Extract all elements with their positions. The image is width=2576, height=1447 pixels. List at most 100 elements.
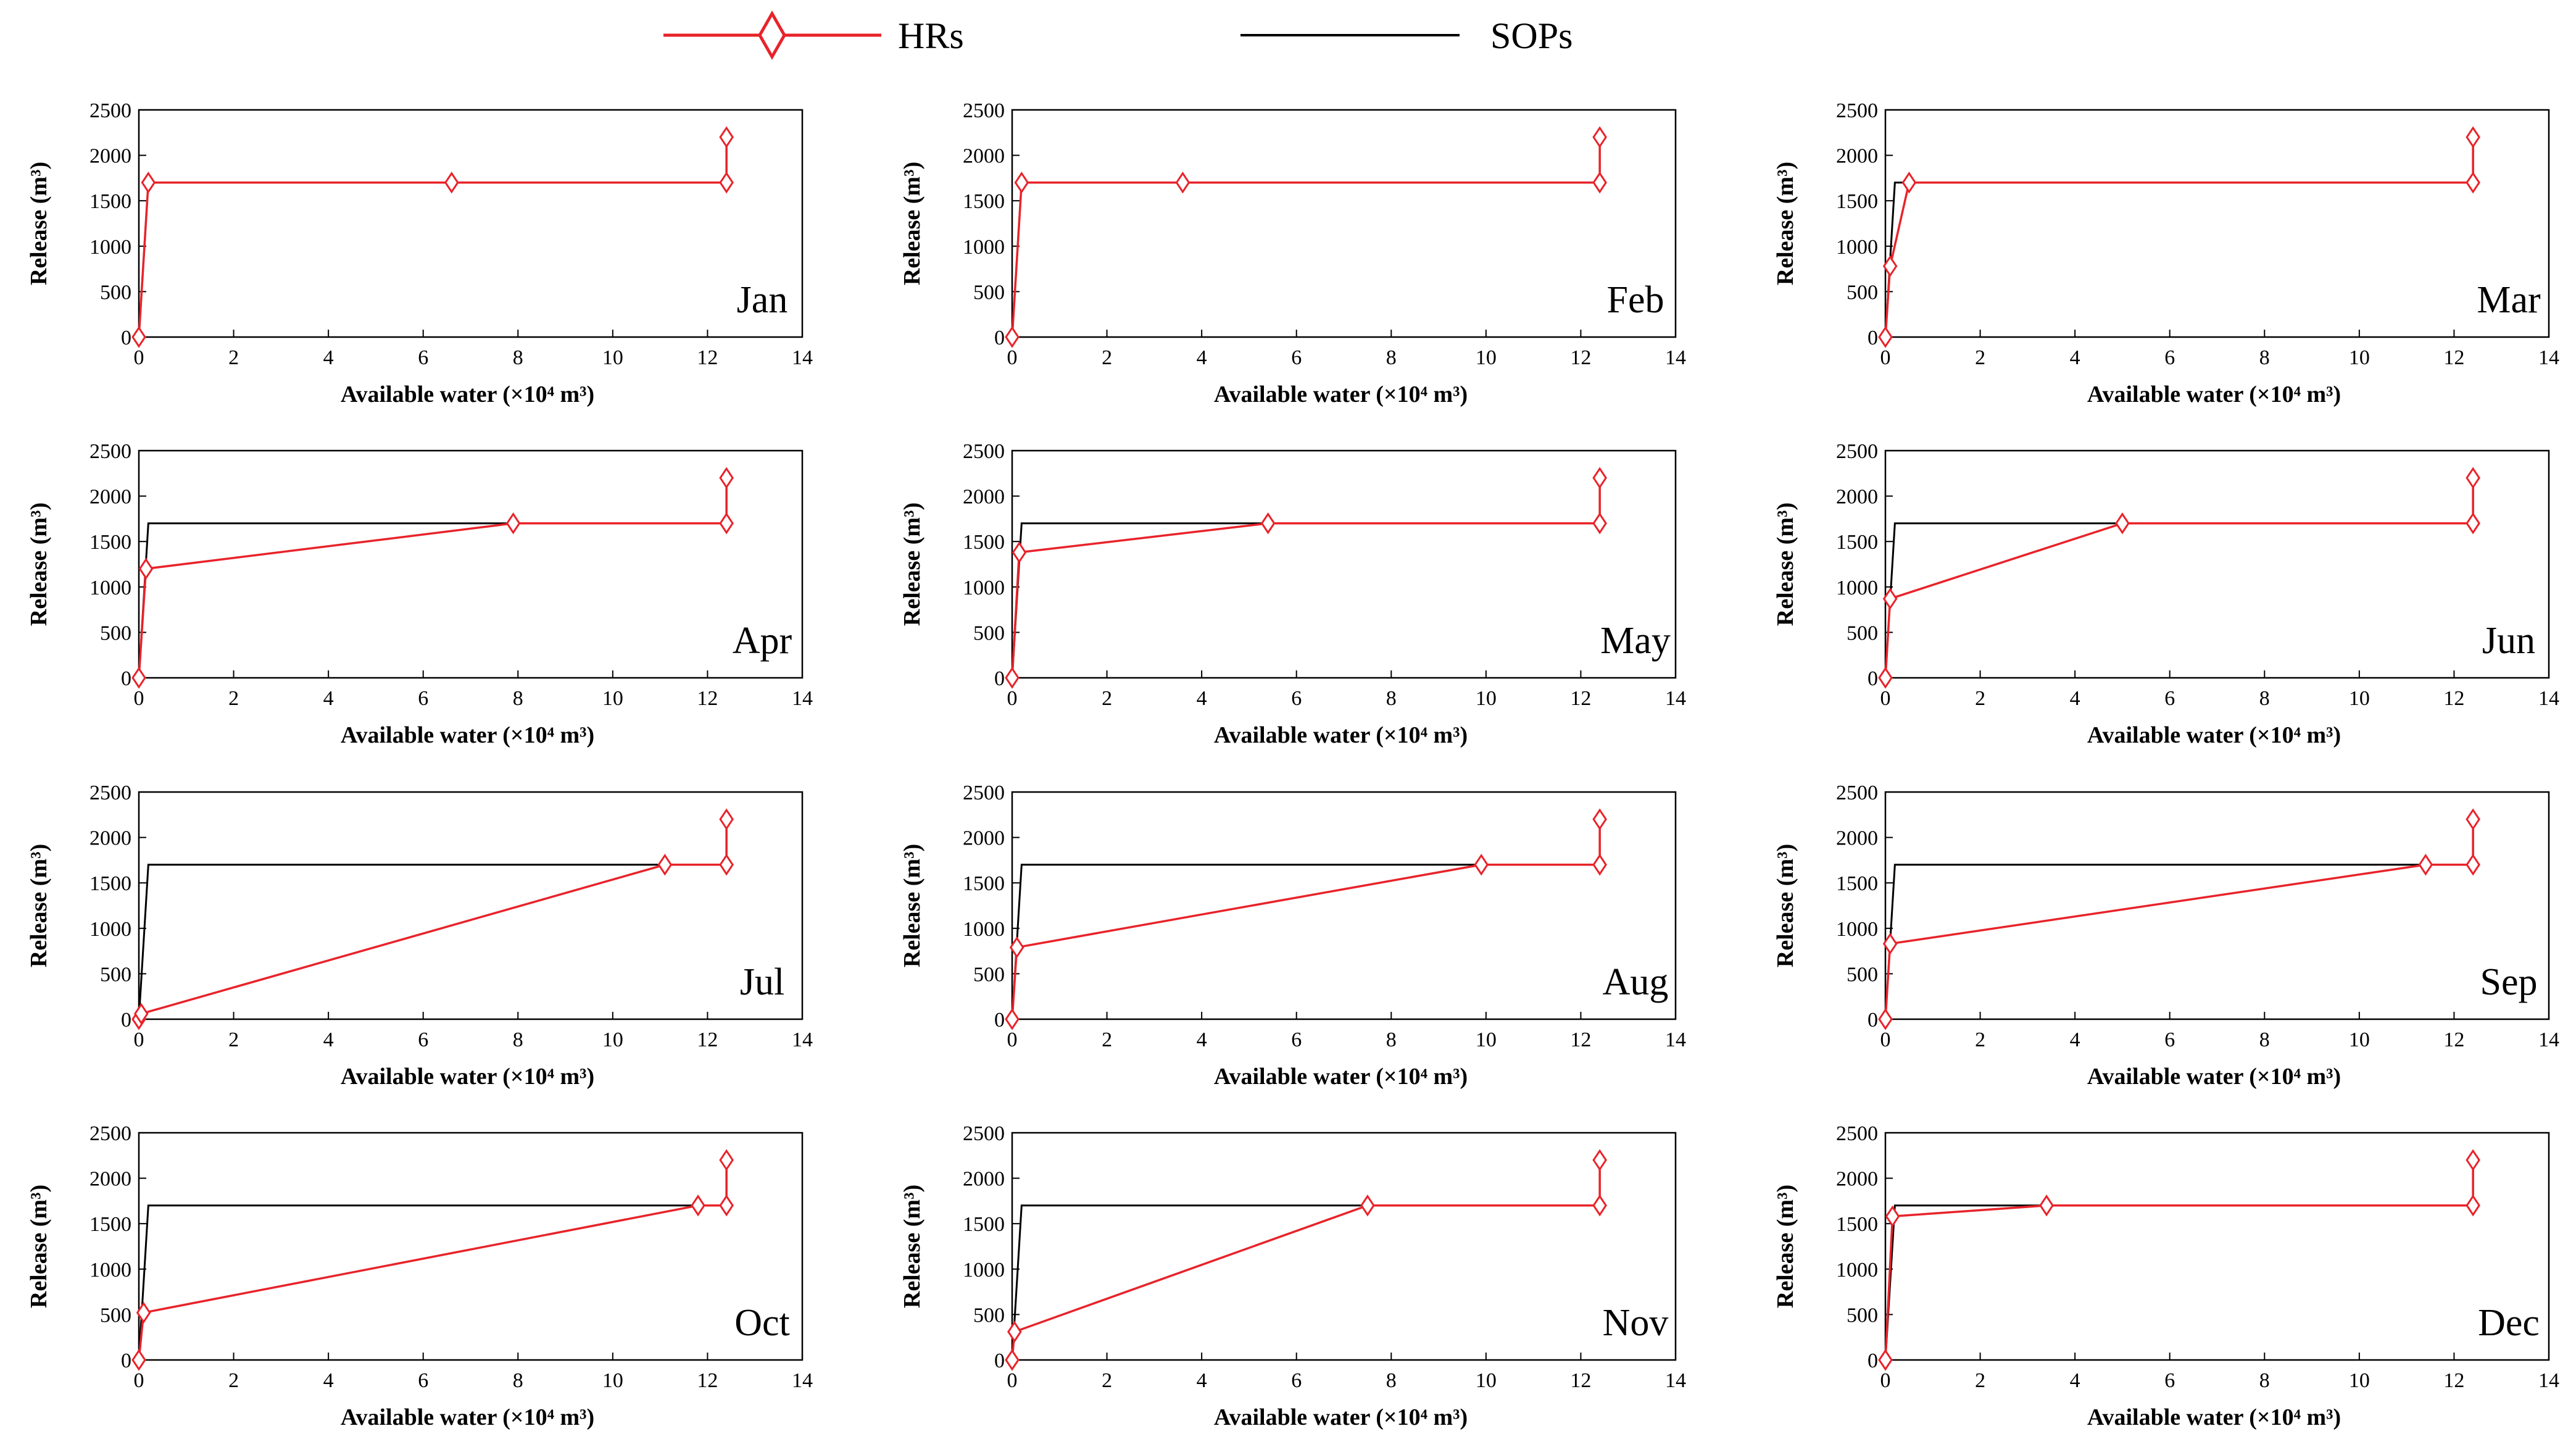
hrs-point-marker [2466,808,2480,830]
hrs-point-marker [691,1195,705,1217]
x-tick-label: 4 [1197,1369,1207,1392]
x-tick-label: 8 [2259,687,2270,710]
x-axis-label: Available water (×10⁴ m³) [1214,722,1468,748]
x-tick-label: 8 [1386,1369,1397,1392]
hrs-series-line [1884,137,2474,338]
sops-series-line [138,137,728,338]
y-tick-label: 2000 [963,1168,1005,1191]
hrs-point-marker [136,1301,151,1324]
x-tick-label: 14 [792,687,813,710]
hrs-point-marker [719,512,734,535]
x-tick-label: 4 [2070,1028,2080,1051]
y-tick-label: 500 [100,281,131,304]
hrs-point-marker [1592,467,1607,489]
y-tick-label: 2000 [1836,486,1878,509]
y-tick-label: 500 [100,963,131,986]
x-tick-label: 8 [513,1028,523,1051]
x-tick-label: 2 [228,1028,239,1051]
x-tick-label: 10 [602,346,623,369]
y-tick-label: 2000 [89,145,131,168]
hrs-point-marker [134,1003,149,1025]
x-tick-label: 4 [323,687,334,710]
y-tick-label: 1000 [963,236,1005,259]
x-tick-label: 8 [2259,1028,2270,1051]
y-tick-label: 500 [100,622,131,644]
x-axis-label: Available water (×10⁴ m³) [341,1064,594,1090]
x-tick-label: 6 [1291,687,1302,710]
y-axis-label: Release (m³) [1772,162,1798,285]
hrs-point-marker [2115,512,2130,535]
hrs-point-marker [2466,1149,2480,1171]
month-label: Jun [2482,620,2535,662]
y-axis-label: Release (m³) [26,844,52,967]
x-tick-label: 2 [1975,346,1985,369]
hrs-series-line [1011,478,1601,678]
y-tick-label: 1500 [963,190,1005,213]
y-tick-label: 2500 [1836,1122,1878,1145]
hrs-point-marker [1592,1149,1607,1171]
hrs-point-marker [1878,1349,1893,1371]
x-tick-label: 8 [2259,346,2270,369]
y-tick-label: 500 [973,1304,1005,1327]
x-tick-label: 8 [1386,687,1397,710]
x-tick-label: 0 [1007,1369,1018,1392]
x-tick-label: 14 [792,1369,813,1392]
y-tick-label: 0 [994,327,1005,349]
y-axis-label: Release (m³) [899,844,925,967]
hrs-series-line [1011,137,1601,338]
x-tick-label: 12 [2443,1028,2464,1051]
legend-hrs-label: HRs [898,15,964,56]
x-tick-label: 12 [697,687,718,710]
y-tick-label: 1500 [1836,531,1878,554]
y-tick-label: 2500 [89,1122,131,1145]
hrs-point-marker [719,808,734,830]
y-axis-label: Release (m³) [899,162,925,285]
x-tick-label: 2 [228,687,239,710]
y-tick-label: 1500 [89,190,131,213]
panel-feb: 0 2 4 6 8 10 12 14 0 500 1000 1500 2000 2500 Available… [899,99,1686,407]
hrs-point-marker [1009,936,1024,959]
x-tick-label: 10 [602,1028,623,1051]
month-label: Jan [737,279,788,321]
x-tick-label: 6 [418,1369,428,1392]
x-tick-label: 8 [513,687,523,710]
y-tick-label: 1000 [89,577,131,599]
y-tick-label: 2000 [89,1168,131,1191]
month-label: Jul [740,961,784,1003]
plot-frame [1011,109,1677,338]
y-tick-label: 0 [1868,1349,1878,1372]
hrs-point-marker [719,1195,734,1217]
y-tick-label: 2500 [963,782,1005,804]
sops-series-line [1884,478,2474,678]
legend-hrs-diamond-icon [758,10,786,60]
hrs-series-line [1884,819,2474,1020]
x-tick-label: 10 [1476,346,1497,369]
x-tick-label: 6 [1291,1028,1302,1051]
hrs-point-marker [1012,541,1027,564]
y-tick-label: 1000 [89,918,131,941]
y-tick-label: 1000 [1836,236,1878,259]
sops-series-line [138,1160,728,1361]
plot-frame [138,449,804,679]
hrs-point-marker [1007,1320,1022,1343]
y-tick-label: 2000 [963,486,1005,509]
plot-frame [1011,1132,1677,1361]
x-tick-label: 14 [2538,346,2559,369]
x-tick-label: 4 [1197,687,1207,710]
x-tick-label: 8 [1386,1028,1397,1051]
x-tick-label: 6 [418,687,428,710]
x-tick-label: 12 [2443,1369,2464,1392]
hrs-point-marker [2466,512,2480,535]
x-tick-label: 14 [1665,1369,1686,1392]
month-label: May [1600,620,1671,662]
panels-grid: 0 2 4 6 8 10 12 1405001000150020002500Available… [26,99,2559,1430]
panel-apr: 0 2 4 6 8 10 12 14 0 500 1000 1500 2000 2500 Available… [26,440,813,748]
x-tick-label: 12 [2443,687,2464,710]
y-tick-label: 500 [1847,963,1878,986]
x-tick-label: 2 [228,346,239,369]
y-tick-label: 2000 [963,827,1005,850]
y-tick-label: 0 [121,1009,131,1032]
x-tick-label: 12 [1570,1028,1591,1051]
x-tick-label: 6 [1291,346,1302,369]
y-tick-label: 2500 [1836,782,1878,804]
